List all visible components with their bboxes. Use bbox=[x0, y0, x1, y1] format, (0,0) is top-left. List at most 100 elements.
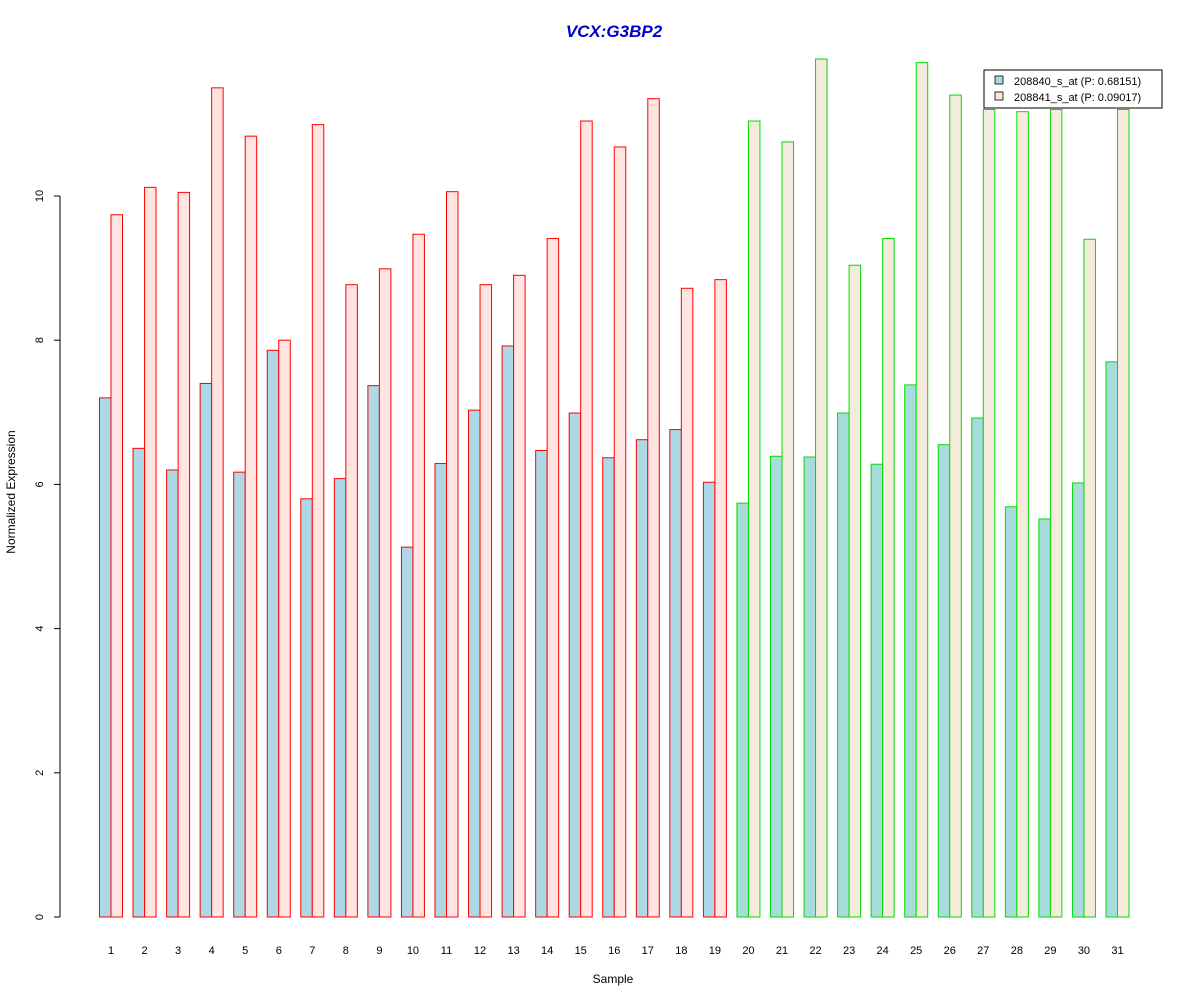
bar-sample-10-series-1 bbox=[400, 546, 414, 918]
bar-sample-6-series-2 bbox=[278, 339, 291, 918]
bar-sample-11-series-2 bbox=[446, 191, 459, 918]
x-tick-label: 26 bbox=[944, 945, 956, 957]
bar-sample-2-series-1 bbox=[132, 447, 146, 918]
bar-sample-15-series-2 bbox=[580, 120, 593, 918]
legend-swatch-series-1 bbox=[994, 75, 1004, 85]
legend-box bbox=[983, 69, 1163, 109]
bar-sample-22-series-2 bbox=[815, 58, 828, 918]
bar-sample-19-series-2 bbox=[714, 279, 727, 918]
legend-swatch-series-2 bbox=[994, 91, 1004, 101]
bar-sample-24-series-1 bbox=[870, 463, 884, 918]
bar-sample-3-series-2 bbox=[177, 191, 191, 918]
bar-sample-22-series-1 bbox=[803, 456, 817, 918]
y-tick-label: 0 bbox=[34, 914, 46, 920]
x-tick-label: 22 bbox=[809, 945, 821, 957]
x-tick-label: 12 bbox=[474, 945, 486, 957]
bar-sample-19-series-1 bbox=[702, 481, 716, 918]
bar-sample-10-series-2 bbox=[412, 233, 425, 918]
x-tick-label: 9 bbox=[376, 945, 382, 957]
x-tick-label: 10 bbox=[407, 945, 419, 957]
bar-sample-18-series-1 bbox=[669, 429, 682, 918]
bar-sample-6-series-1 bbox=[266, 349, 280, 918]
chart-title: VCX:G3BP2 bbox=[566, 22, 663, 41]
bar-sample-23-series-2 bbox=[848, 264, 862, 918]
x-tick-label: 1 bbox=[108, 945, 114, 957]
bar-sample-27-series-1 bbox=[971, 417, 984, 918]
y-tick-label: 10 bbox=[34, 190, 46, 202]
x-axis-title: Sample bbox=[593, 972, 634, 986]
bar-sample-29-series-1 bbox=[1038, 518, 1051, 918]
x-tick-labels: 1 2 3 4 5 6 7 8 9 10 11 12 13 14 15 16 17 18 19 20 21 22 23 24 2… bbox=[108, 945, 1124, 957]
x-tick-label: 14 bbox=[541, 945, 553, 957]
bar-sample-29-series-2 bbox=[1049, 108, 1063, 918]
bar-sample-8-series-2 bbox=[345, 284, 358, 918]
bar-sample-21-series-1 bbox=[770, 455, 783, 918]
bar-sample-26-series-2 bbox=[949, 94, 962, 918]
bar-sample-13-series-1 bbox=[501, 345, 515, 918]
bar-sample-1-series-1 bbox=[99, 397, 112, 918]
x-tick-label: 28 bbox=[1011, 945, 1023, 957]
y-tick-label: 4 bbox=[34, 626, 46, 632]
bar-sample-20-series-1 bbox=[736, 502, 749, 918]
y-tick-label: 6 bbox=[34, 481, 46, 487]
x-tick-label: 16 bbox=[608, 945, 620, 957]
x-tick-label: 7 bbox=[309, 945, 315, 957]
x-tick-label: 5 bbox=[242, 945, 248, 957]
bar-sample-23-series-1 bbox=[837, 412, 850, 918]
x-tick-label: 23 bbox=[843, 945, 855, 957]
x-tick-label: 25 bbox=[910, 945, 922, 957]
bar-sample-31-series-1 bbox=[1105, 361, 1118, 918]
x-tick-label: 31 bbox=[1111, 945, 1123, 957]
bar-sample-21-series-2 bbox=[781, 141, 794, 918]
bar-sample-4-series-2 bbox=[211, 87, 224, 918]
bar-sample-12-series-2 bbox=[479, 284, 493, 918]
x-tick-label: 3 bbox=[175, 945, 181, 957]
x-tick-label: 17 bbox=[642, 945, 654, 957]
x-tick-label: 19 bbox=[709, 945, 721, 957]
bar-sample-26-series-1 bbox=[937, 444, 951, 918]
bar-sample-5-series-2 bbox=[244, 135, 258, 918]
bar-sample-2-series-2 bbox=[144, 186, 157, 918]
x-tick-label: 11 bbox=[441, 945, 452, 957]
bar-sample-31-series-2 bbox=[1117, 108, 1130, 918]
bar-sample-15-series-1 bbox=[568, 412, 582, 918]
bar-sample-16-series-1 bbox=[602, 457, 615, 918]
bar-sample-8-series-1 bbox=[333, 478, 347, 918]
bar-sample-12-series-1 bbox=[468, 409, 481, 918]
bar-sample-5-series-1 bbox=[233, 471, 246, 918]
x-tick-label: 8 bbox=[343, 945, 349, 957]
x-tick-label: 2 bbox=[141, 945, 147, 957]
legend: 208840_s_at (P: 0.68151) 208841_s_at (P:… bbox=[983, 69, 1163, 109]
x-tick-label: 4 bbox=[209, 945, 215, 957]
y-axis-title: Normalized Expression bbox=[4, 430, 18, 553]
bar-sample-16-series-2 bbox=[613, 146, 627, 918]
y-tick-label: 8 bbox=[34, 337, 46, 343]
x-tick-label: 13 bbox=[507, 945, 519, 957]
x-tick-label: 6 bbox=[276, 945, 282, 957]
bar-sample-1-series-2 bbox=[110, 214, 123, 918]
bar-sample-17-series-2 bbox=[647, 98, 660, 918]
x-tick-label: 27 bbox=[977, 945, 989, 957]
bar-sample-14-series-2 bbox=[546, 238, 560, 918]
bar-sample-28-series-1 bbox=[1004, 506, 1018, 918]
bar-sample-27-series-2 bbox=[982, 108, 996, 918]
legend-label-series-1: 208840_s_at (P: 0.68151) bbox=[1014, 76, 1141, 88]
bars-layer bbox=[99, 58, 1130, 918]
bar-sample-11-series-1 bbox=[434, 462, 447, 918]
bar-sample-25-series-2 bbox=[915, 62, 929, 918]
bar-sample-18-series-2 bbox=[680, 287, 694, 918]
x-tick-label: 18 bbox=[675, 945, 687, 957]
bar-sample-9-series-2 bbox=[378, 268, 392, 918]
bar-sample-9-series-1 bbox=[367, 385, 380, 918]
legend-label-series-2: 208841_s_at (P: 0.09017) bbox=[1014, 92, 1141, 104]
bar-sample-28-series-2 bbox=[1016, 111, 1029, 918]
bar-sample-17-series-1 bbox=[635, 439, 649, 918]
x-tick-label: 20 bbox=[742, 945, 754, 957]
bar-sample-14-series-1 bbox=[535, 450, 548, 918]
bar-sample-3-series-1 bbox=[166, 469, 179, 918]
bar-sample-25-series-1 bbox=[904, 384, 917, 918]
y-tick-label: 2 bbox=[34, 770, 46, 776]
x-tick-label: 29 bbox=[1044, 945, 1056, 957]
